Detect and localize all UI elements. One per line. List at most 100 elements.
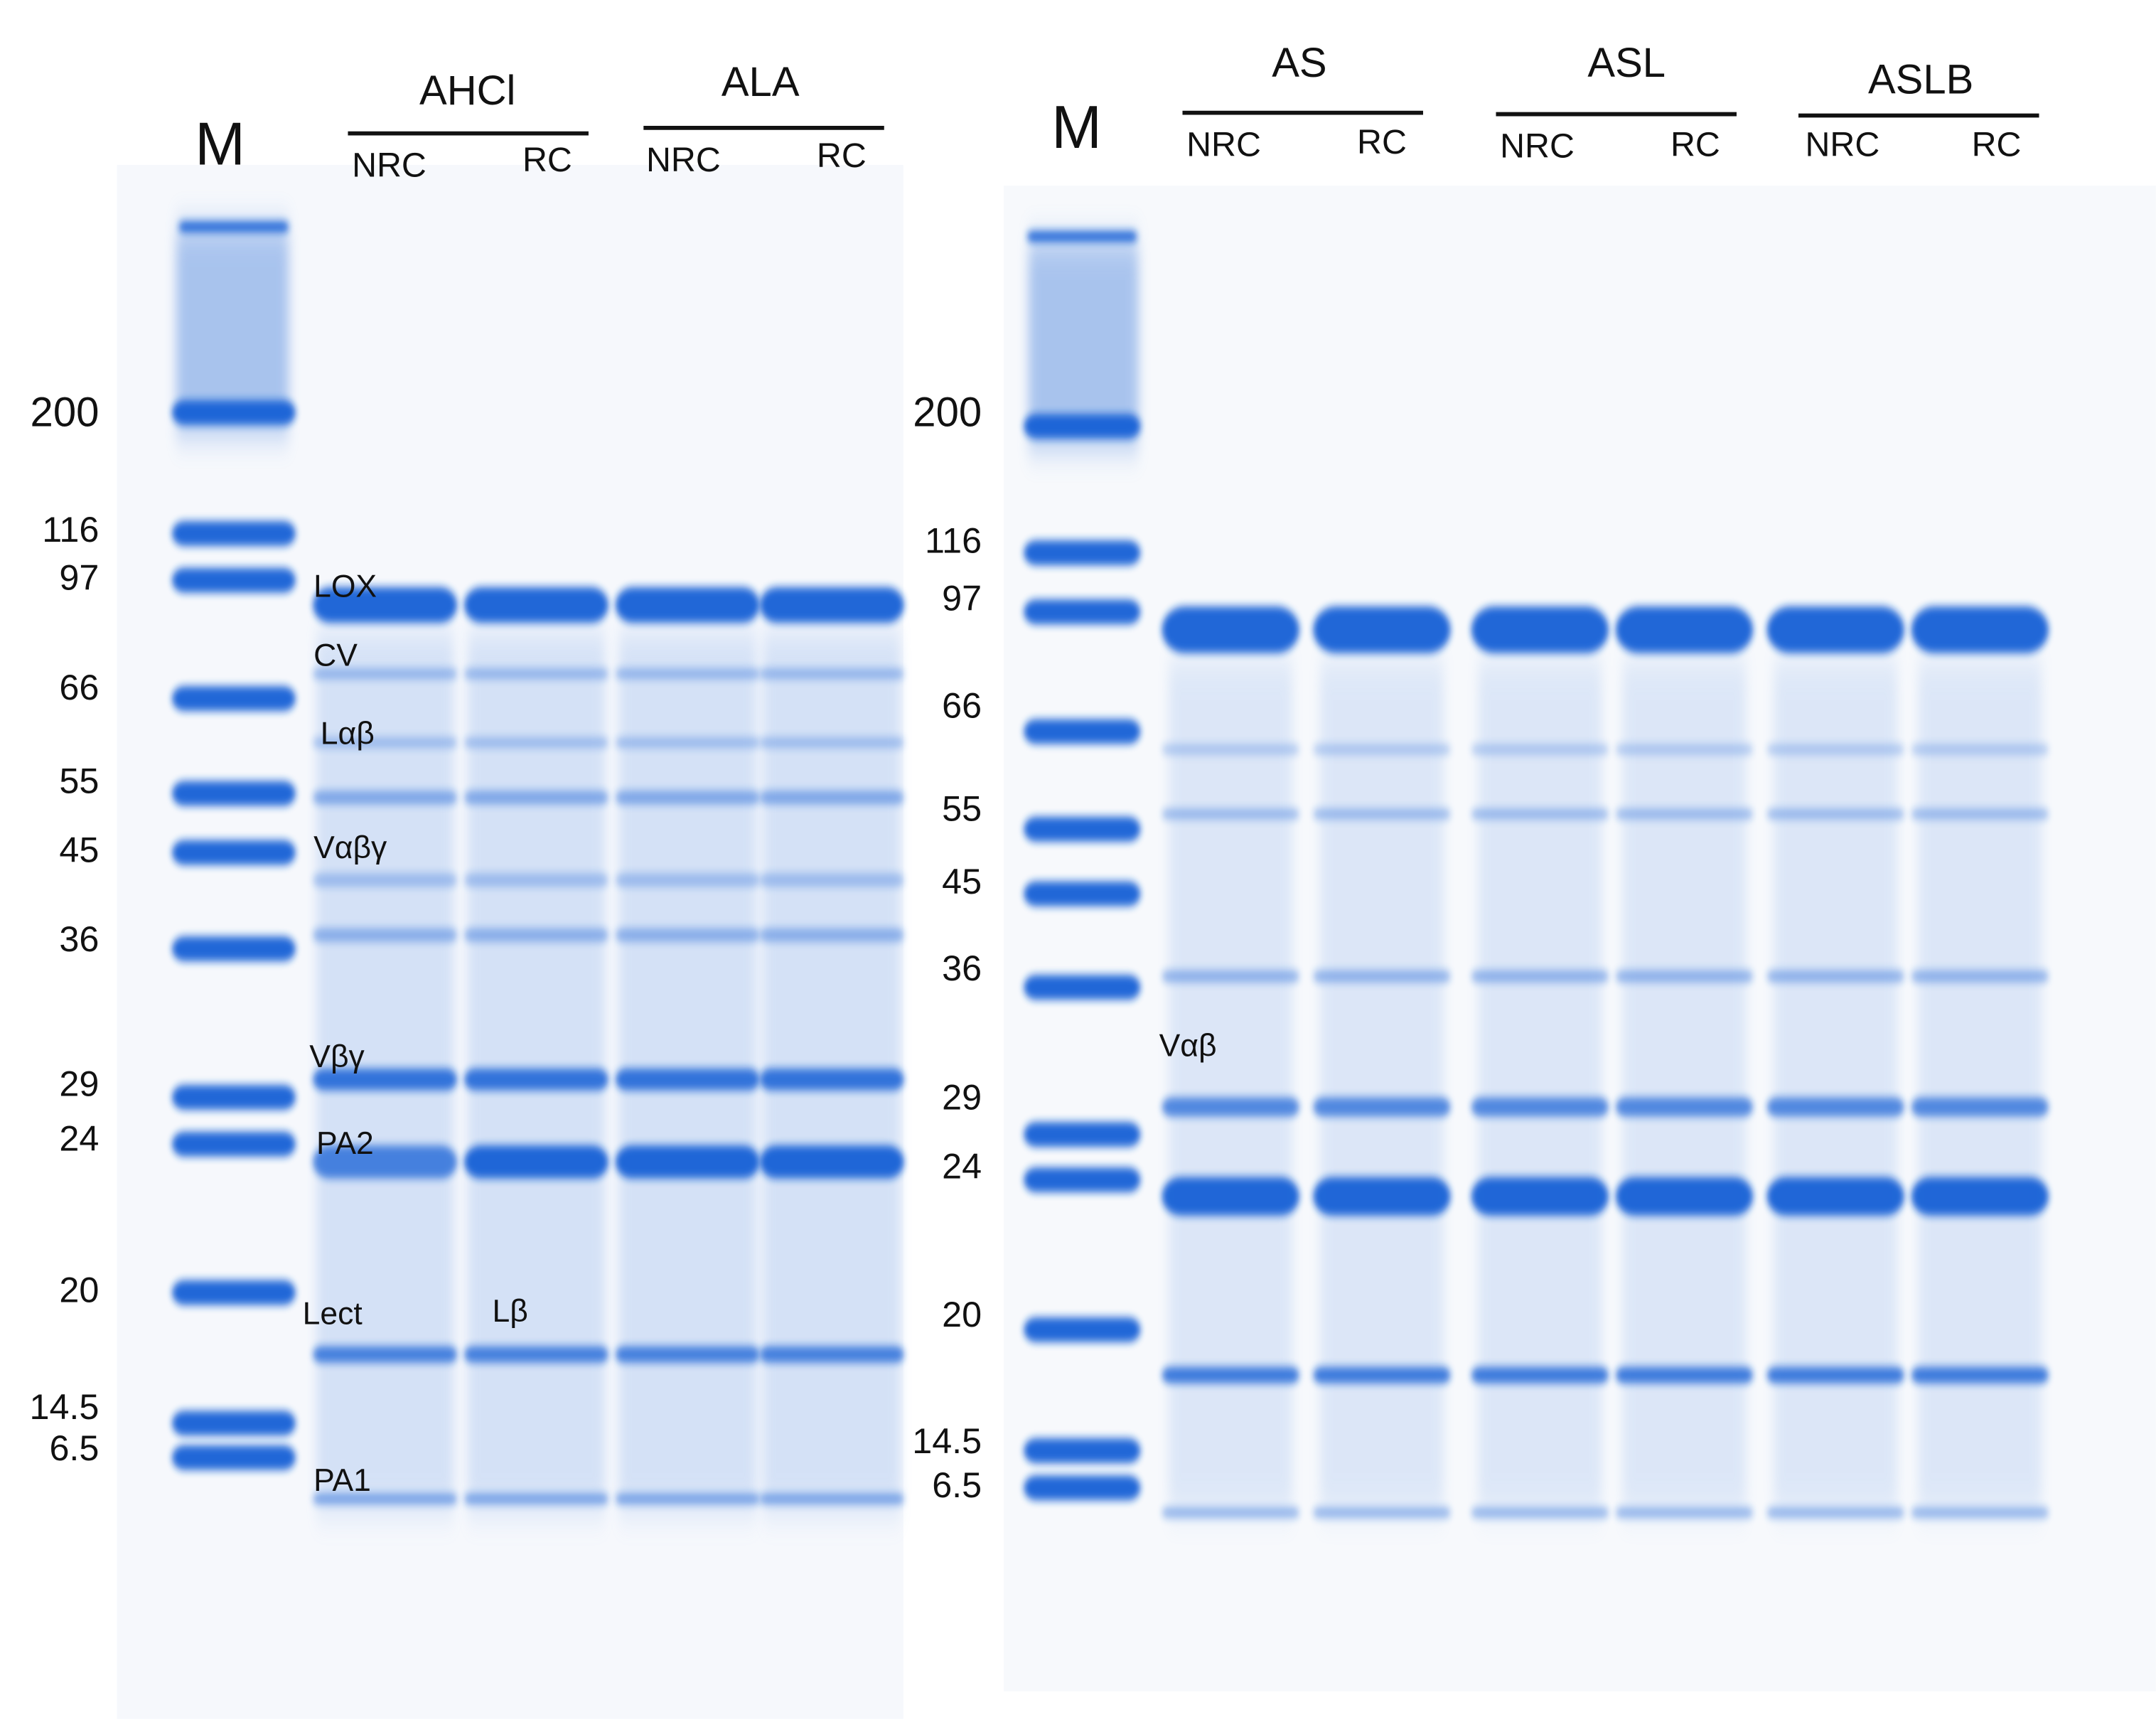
band xyxy=(1313,1506,1451,1519)
band xyxy=(1471,1506,1609,1519)
band xyxy=(1911,1366,2049,1384)
label: ASLB xyxy=(1868,56,1973,102)
band xyxy=(1911,1177,2049,1216)
lane-smear xyxy=(1918,660,2042,1513)
band xyxy=(759,1068,904,1091)
label: Vαβγ xyxy=(313,830,387,865)
label: 97 xyxy=(59,557,99,598)
band xyxy=(313,1493,458,1504)
band xyxy=(1162,970,1299,983)
band xyxy=(1615,744,1754,755)
band xyxy=(171,936,296,961)
band xyxy=(313,791,458,805)
band xyxy=(171,1445,296,1470)
band xyxy=(1313,1097,1451,1117)
band xyxy=(1911,606,2049,653)
label: CV xyxy=(313,638,358,673)
band xyxy=(1471,1366,1609,1384)
band xyxy=(1313,970,1451,983)
band xyxy=(1766,808,1904,820)
band xyxy=(615,791,760,805)
label: RC xyxy=(1670,126,1720,164)
band xyxy=(615,928,760,942)
label: 55 xyxy=(942,788,982,828)
band xyxy=(463,668,608,680)
band xyxy=(463,1493,608,1504)
band xyxy=(313,737,458,749)
label: 66 xyxy=(59,667,99,707)
band xyxy=(1911,744,2049,755)
label: 14.5 xyxy=(912,1420,982,1461)
lane-smear xyxy=(1028,240,1139,447)
label: 55 xyxy=(59,761,99,801)
band xyxy=(1911,970,2049,983)
band xyxy=(171,840,296,865)
band xyxy=(1766,1177,1904,1216)
band xyxy=(1024,719,1141,744)
band xyxy=(1162,1097,1299,1117)
label: NRC xyxy=(1500,127,1575,166)
band xyxy=(1615,1506,1754,1519)
band xyxy=(1313,808,1451,820)
band xyxy=(171,1411,296,1436)
band xyxy=(463,873,608,887)
band xyxy=(1313,744,1451,755)
label: 20 xyxy=(59,1269,99,1310)
lane-smear xyxy=(1478,660,1602,1513)
band xyxy=(759,1346,904,1363)
band xyxy=(1024,1438,1141,1463)
label: Lαβ xyxy=(321,717,375,751)
label: 29 xyxy=(942,1077,982,1118)
band xyxy=(1024,1167,1141,1192)
band xyxy=(171,400,296,425)
band xyxy=(171,1085,296,1110)
band xyxy=(1471,744,1609,755)
band xyxy=(1162,808,1299,820)
label: 6.5 xyxy=(932,1465,982,1505)
band xyxy=(759,873,904,887)
band xyxy=(171,1131,296,1157)
band xyxy=(1024,881,1141,906)
band xyxy=(1615,970,1754,983)
label: NRC xyxy=(1186,126,1261,164)
band xyxy=(1313,606,1451,653)
band xyxy=(171,1280,296,1305)
band xyxy=(759,587,904,624)
band xyxy=(1471,1097,1609,1117)
band xyxy=(463,1145,608,1179)
label: AHCl xyxy=(419,68,515,114)
label: 14.5 xyxy=(30,1386,100,1427)
band xyxy=(463,587,608,624)
band xyxy=(463,791,608,805)
band xyxy=(615,1068,760,1091)
band xyxy=(615,668,760,680)
band xyxy=(313,1346,458,1363)
lane-smear xyxy=(1319,660,1444,1513)
label: Lβ xyxy=(493,1294,528,1329)
lane-smear xyxy=(176,227,289,434)
band xyxy=(463,928,608,942)
band xyxy=(178,221,289,232)
label: 200 xyxy=(913,389,982,435)
label: NRC xyxy=(646,141,721,179)
label: 36 xyxy=(942,948,982,988)
band xyxy=(1471,808,1609,820)
label: M xyxy=(1051,94,1102,161)
label: Vαβ xyxy=(1159,1029,1217,1064)
band xyxy=(313,1068,458,1091)
band xyxy=(313,928,458,942)
label: 6.5 xyxy=(49,1428,99,1468)
band xyxy=(615,873,760,887)
label: ASL xyxy=(1587,40,1666,86)
band xyxy=(615,1493,760,1504)
band xyxy=(1024,816,1141,842)
band xyxy=(1313,1177,1451,1216)
band xyxy=(1766,1506,1904,1519)
label: M xyxy=(195,110,245,178)
band xyxy=(759,928,904,942)
band xyxy=(1766,1366,1904,1384)
bands xyxy=(171,221,2049,1519)
band xyxy=(1024,540,1141,565)
band xyxy=(1162,606,1299,653)
